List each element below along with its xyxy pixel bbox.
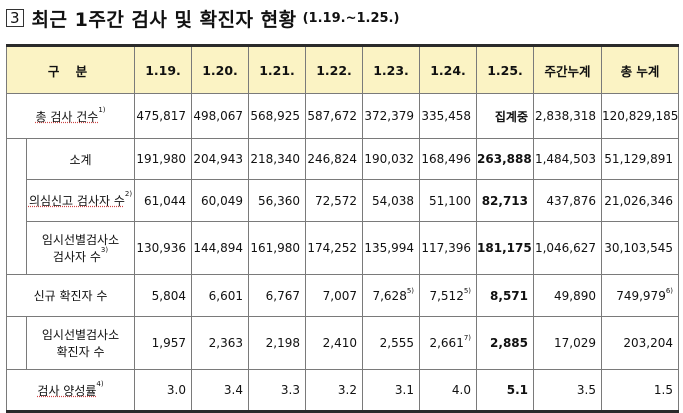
table-cell: 749,9796) [601,274,680,317]
table-cell: 집계중 [476,93,535,139]
table-cell: 3.5 [533,369,603,413]
table-cell: 72,572 [305,179,364,222]
table-cell: 5,804 [134,274,193,317]
table-cell: 61,044 [134,179,193,222]
section-title-text: 최근 1주간 검사 및 확진자 현황 [31,8,297,31]
table-cell: 21,026,346 [601,179,680,222]
table-cell: 30,103,545 [601,221,680,275]
header-date: 1.19. [134,44,193,94]
table-cell: 51,100 [419,179,478,222]
table-cell: 1,046,627 [533,221,603,275]
table-row: 신규 확진자 수 5,804 6,601 6,767 7,007 7,6285)… [5,274,680,317]
table-cell: 17,029 [533,316,603,370]
row-label: 임시선별검사소 확진자 수 [25,316,136,370]
table-row: 임시선별검사소 검사자 수3) 130,936 144,894 161,980 1… [7,221,680,275]
row-label: 의심신고 검사자 수2) [25,179,136,222]
table-cell: 2,838,318 [533,93,603,139]
table-cell: 7,6285) [362,274,421,317]
table-cell: 190,032 [362,138,421,180]
table-cell: 246,824 [305,138,364,180]
table-cell: 1,957 [134,316,193,370]
table-cell: 54,038 [362,179,421,222]
header-cumulative: 총 누계 [601,44,680,94]
table-cell: 82,713 [476,179,535,222]
table-row: 검사 양성률4) 3.0 3.4 3.3 3.2 3.1 4.0 5.1 3.5… [5,369,680,413]
header-category: 구 분 [5,44,136,94]
table-cell: 6,601 [191,274,250,317]
table-cell: 7,5125) [419,274,478,317]
table-cell: 161,980 [248,221,307,275]
table-cell: 4.0 [419,369,478,413]
table-cell: 191,980 [134,138,193,180]
header-date: 1.24. [419,44,478,94]
table-cell: 2,885 [476,316,535,370]
table-cell: 1,484,503 [533,138,603,180]
table-cell: 181,175 [476,221,535,275]
table-cell: 5.1 [476,369,535,413]
table-cell: 135,994 [362,221,421,275]
table-cell: 49,890 [533,274,603,317]
table-cell: 218,340 [248,138,307,180]
table-cell: 475,817 [134,93,193,139]
table-cell: 174,252 [305,221,364,275]
header-date: 1.22. [305,44,364,94]
table-cell: 8,571 [476,274,535,317]
table-cell: 335,458 [419,93,478,139]
row-label: 총 검사 건수1) [5,93,136,139]
table-row: 소계 191,980 204,943 218,340 246,824 190,0… [6,138,680,275]
table-cell: 60,049 [191,179,250,222]
table-cell: 2,555 [362,316,421,370]
table-cell: 3.3 [248,369,307,413]
table-cell: 56,360 [248,179,307,222]
table-cell: 7,007 [305,274,364,317]
table-cell: 120,829,185 [601,93,680,139]
covid-test-table: 구 분 1.19. 1.20. 1.21. 1.22. 1.23. 1.24. … [5,44,680,413]
table-row: 의심신고 검사자 수2) 61,044 60,049 56,360 72,572… [7,179,680,222]
section-number-box: 3 [6,9,24,27]
table-cell: 168,496 [419,138,478,180]
row-label: 임시선별검사소 검사자 수3) [25,221,136,275]
indent-cell [6,138,27,275]
header-date: 1.21. [248,44,307,94]
table-row: 총 검사 건수1) 475,817 498,067 568,925 587,67… [5,93,680,139]
table-cell: 117,396 [419,221,478,275]
table-cell: 51,129,891 [601,138,680,180]
table-cell: 144,894 [191,221,250,275]
row-label: 소계 [25,138,136,180]
table-cell: 130,936 [134,221,193,275]
table-cell: 372,379 [362,93,421,139]
header-weekly-total: 주간누계 [533,44,603,94]
row-label: 신규 확진자 수 [5,274,136,317]
table-cell: 2,6617) [419,316,478,370]
header-date: 1.25. [476,44,535,94]
table-cell: 204,943 [191,138,250,180]
table-row: 임시선별검사소 확진자 수 1,957 2,363 2,198 2,410 2,5… [6,316,680,370]
row-label: 검사 양성률4) [5,369,136,413]
table-header-row: 구 분 1.19. 1.20. 1.21. 1.22. 1.23. 1.24. … [5,44,680,94]
table-cell: 3.1 [362,369,421,413]
section-title: 3 최근 1주간 검사 및 확진자 현황 (1.19.~1.25.) [6,6,400,31]
table-cell: 6,767 [248,274,307,317]
table-cell: 3.0 [134,369,193,413]
table-cell: 587,672 [305,93,364,139]
table-cell: 1.5 [601,369,680,413]
table-cell: 437,876 [533,179,603,222]
section-date-range: (1.19.~1.25.) [302,10,400,26]
table-cell: 2,410 [305,316,364,370]
header-date: 1.23. [362,44,421,94]
table-cell: 3.4 [191,369,250,413]
table-cell: 498,067 [191,93,250,139]
table-cell: 263,888 [476,138,535,180]
table-cell: 2,363 [191,316,250,370]
table-cell: 2,198 [248,316,307,370]
table-cell: 568,925 [248,93,307,139]
indent-cell [6,316,27,370]
table-cell: 3.2 [305,369,364,413]
header-date: 1.20. [191,44,250,94]
table-cell: 203,204 [601,316,680,370]
